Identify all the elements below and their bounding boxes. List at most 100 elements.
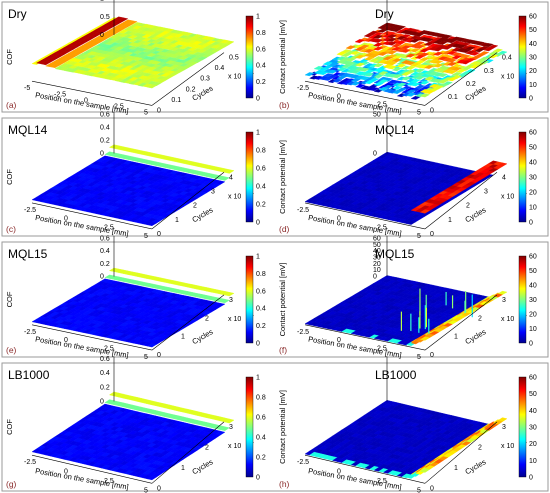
y-axis-line [424,172,498,230]
colorbar-tick-label: 60 [529,254,537,261]
z-tick-label: 0.6 [100,236,110,243]
panel-title: MQL14 [375,123,415,137]
z-tick-label: 40 [373,248,381,255]
y-tick-label: 2 [478,444,482,451]
surface-cell [446,50,458,55]
y-axis-label: Cycles [464,327,488,346]
y-tick-label: 1 [454,334,458,341]
surface-cell [373,63,384,68]
colorbar-tick-label: 1 [256,375,260,382]
surface-cell [419,80,430,85]
surface-cell [451,52,462,57]
colorbar-tick-label: 30 [529,425,537,432]
surface-cell [386,41,398,46]
y-tick-label: 2 [466,203,470,210]
surface-cell [492,48,503,53]
surface-cell [364,56,375,61]
y-tick-label: 0.4 [215,65,225,72]
z-axis-label: Contact potential [mV] [278,140,287,214]
panel-title: MQL14 [8,123,48,137]
colorbar-tick-label: 10 [529,458,537,465]
surface-cell [414,54,425,59]
y-axis-line [151,52,225,106]
surface-cell [401,71,412,76]
surface-cell [423,41,434,46]
surface-cell [451,67,462,72]
surface-cell [455,44,467,49]
surface-cell [127,38,138,43]
panel-label: (a) [6,100,17,110]
y-tick-label: 3 [484,188,488,195]
surface-cell [373,74,384,79]
y-tick-label: 1 [181,334,185,341]
colorbar [518,15,527,99]
y-axis-label: Cycles [191,457,215,476]
colorbar-tick-label: 40 [529,160,537,167]
surface-cell [460,54,471,59]
x-tick-label: -2.5 [297,459,309,466]
surface-cell [428,83,440,88]
surface-cell [409,38,421,43]
z-tick-label: 0.2 [100,384,110,391]
z-tick-label: 0.4 [100,370,110,377]
y-tick-label: 0 [430,352,434,359]
surface-cell [372,34,384,39]
colorbar-tick-label: 40 [529,408,537,415]
x-tick-label: 2.5 [104,346,114,353]
colorbar-tick-label: 40 [529,283,537,290]
colorbar [245,15,254,99]
surface-cell [369,87,380,92]
surface-cell [391,28,402,33]
colorbar-tick-label: 30 [529,297,537,304]
x-tick-label: 5 [144,233,148,240]
surface-cell [387,61,398,66]
x-tick-label: -2.5 [54,91,66,98]
surface-cell [469,64,481,69]
x-tick-label: 5 [144,487,148,493]
surface-cell [432,51,444,56]
surface-cell [336,67,347,72]
surface-cell [127,35,138,40]
x-tick-label: 0 [64,216,68,223]
x-tick-label: 0 [337,93,341,100]
row-frame-1 [1,1,549,113]
surface-cell [146,343,158,348]
surface-cell [391,74,403,79]
surface-cell [391,46,402,51]
surface-cell [447,77,458,82]
surface-cell [409,48,421,53]
z-tick-label: 0 [100,150,104,157]
surface-cell [146,475,158,481]
surface-cell [419,209,431,214]
surface-cell [395,40,407,45]
z-tick-label: 10 [373,267,381,274]
surface-cell [224,292,235,297]
panel-label: (g) [6,479,17,489]
z-axis-label: COF [5,419,14,435]
colorbar-tick-label: 0 [529,96,533,103]
x-tick-label: -2.5 [297,329,309,336]
surface-cell [419,48,430,53]
colorbar [245,376,254,478]
surface-cell [304,72,315,77]
colorbar-tick-label: 0.6 [256,415,266,422]
y-tick-label: 1 [448,217,452,224]
colorbar-tick-label: 50 [529,391,537,398]
surface-cell [386,34,397,39]
surface-cell [423,38,434,43]
colorbar-tick-label: 60 [529,130,537,137]
colorbar-tick-label: 10 [529,205,537,212]
colorbar-tick-label: 20 [529,68,537,75]
surface-cell [359,67,370,72]
y-tick-label: 0 [430,231,434,238]
y-exponent-label: x 10 [501,74,514,81]
surface-cell [219,298,230,304]
x-axis-line [304,454,426,484]
surface-cell [419,336,431,341]
surface-cell [355,83,366,88]
z-tick-label: 0.4 [100,248,110,255]
